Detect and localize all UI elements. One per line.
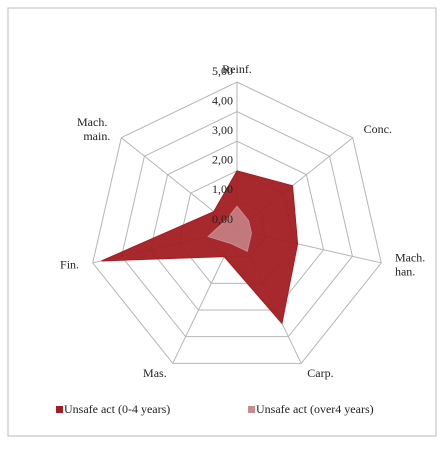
grid-ring [121, 111, 353, 338]
y-tick-label: 4,00 [212, 93, 233, 107]
category-label: Reinf. [222, 62, 252, 76]
grid-ring [149, 140, 325, 311]
y-tick-label: 3,00 [212, 123, 233, 137]
grid-ring [92, 81, 382, 364]
category-label: Carp. [307, 366, 333, 380]
y-tick-label: 1,00 [212, 182, 233, 196]
legend-swatch [56, 406, 63, 413]
y-tick-label: 0,00 [212, 212, 233, 226]
legend-label: Unsafe act (over4 years) [256, 402, 374, 416]
series-area [207, 205, 252, 253]
legend-label: Unsafe act (0-4 years) [64, 402, 170, 416]
series-area [101, 170, 299, 325]
category-label: Mas. [143, 366, 167, 380]
category-label: Mach. main. [77, 115, 110, 143]
legend-swatch [248, 406, 255, 413]
category-label: Mach. han. [395, 250, 428, 278]
y-tick-label: 2,00 [212, 153, 233, 167]
category-label: Conc. [364, 122, 392, 136]
category-label: Fin. [60, 257, 79, 271]
y-tick-label: 5,00 [212, 64, 233, 78]
